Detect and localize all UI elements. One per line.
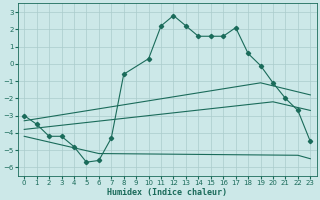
X-axis label: Humidex (Indice chaleur): Humidex (Indice chaleur) [107, 188, 227, 197]
